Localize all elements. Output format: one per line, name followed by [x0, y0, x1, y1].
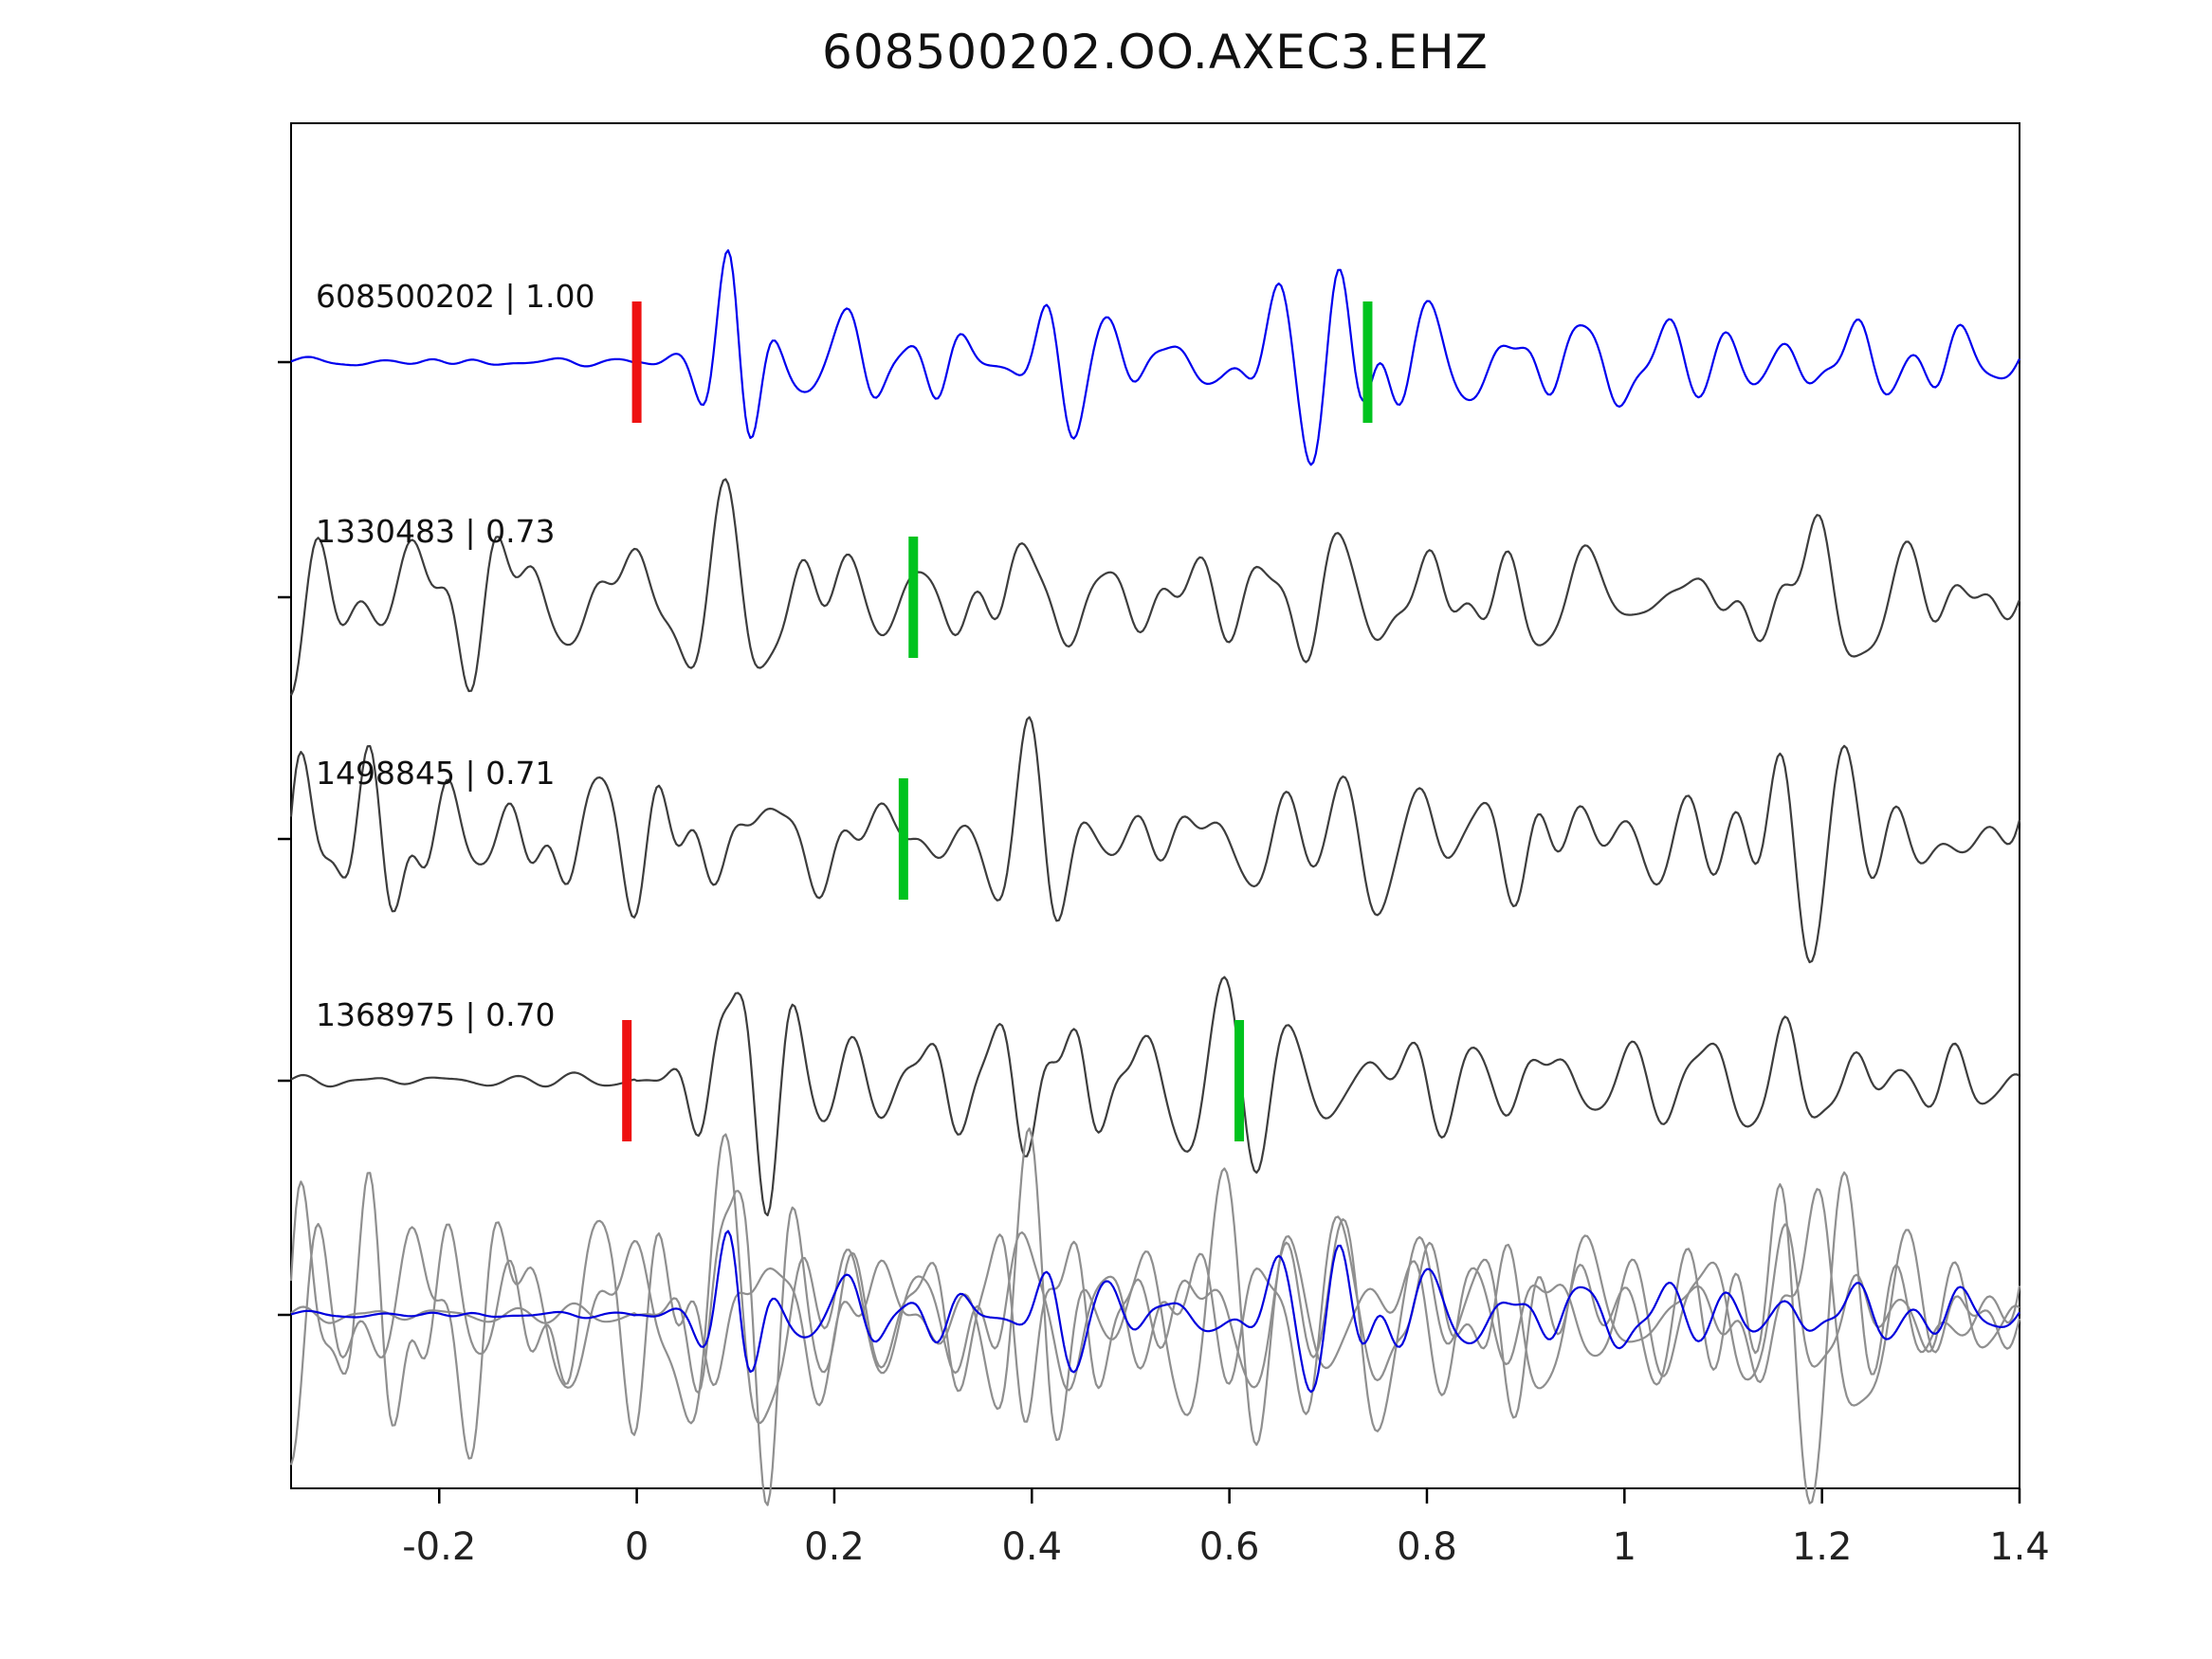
overlay-trace-1498845: [289, 1127, 2021, 1504]
x-axis-tick-label: 1: [1613, 1525, 1636, 1569]
waveform-trace-1498845: [289, 716, 2021, 964]
overlay-trace-608500202: [290, 1230, 2020, 1394]
waveform-trace-608500202: [290, 249, 2020, 466]
pick-marker-red: [622, 1020, 632, 1141]
pick-marker-green: [1362, 301, 1373, 423]
trace-label-1330483: 1330483 | 0.73: [316, 513, 556, 550]
x-axis-tick-label: 1.4: [1989, 1525, 2050, 1569]
waveform-trace-1330483: [289, 478, 2021, 696]
x-axis-tick-label: 0.8: [1397, 1525, 1457, 1569]
overlay-trace-1330483: [289, 1133, 2021, 1466]
x-axis-tick-label: 0.4: [1001, 1525, 1062, 1569]
x-axis-tick-label: 1.2: [1792, 1525, 1853, 1569]
chart-title: 608500202.OO.AXEC3.EHZ: [822, 25, 1489, 80]
waveform-trace-1368975: [290, 975, 2020, 1217]
pick-marker-green: [908, 537, 919, 658]
plot-border: [290, 122, 2020, 1489]
pick-marker-green: [898, 778, 908, 900]
trace-label-1498845: 1498845 | 0.71: [316, 755, 556, 792]
trace-label-1368975: 1368975 | 0.70: [316, 996, 556, 1033]
x-axis-tick-label: 0.2: [804, 1525, 865, 1569]
x-axis-tick-label: 0.6: [1199, 1525, 1260, 1569]
pick-marker-green: [1234, 1020, 1245, 1141]
trace-label-608500202: 608500202 | 1.00: [316, 278, 595, 315]
x-axis-tick-label: -0.2: [402, 1525, 476, 1569]
pick-marker-red: [631, 301, 642, 423]
x-axis-tick-label: 0: [625, 1525, 649, 1569]
overlay-trace-1368975: [290, 1167, 2020, 1506]
